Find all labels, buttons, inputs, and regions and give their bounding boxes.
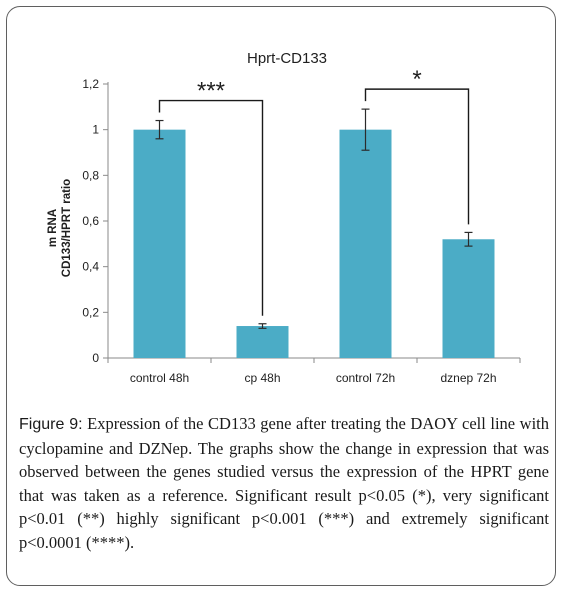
x-axis-ticks: control 48h cp 48h control 72h dznep 72h: [107, 358, 521, 385]
x-tick-label: control 48h: [130, 371, 189, 385]
significance-label: *: [412, 66, 421, 93]
y-tick-label: 0,8: [82, 168, 99, 182]
significance-bracket: [364, 88, 470, 225]
bar-chart: Hprt-CD133 m RNA CD133/HPRT ratio 0 0,2 0,…: [47, 50, 521, 385]
y-axis-label: m RNA CD133/HPRT ratio: [47, 179, 73, 277]
bar: [442, 239, 495, 358]
figure-caption: Figure 9: Expression of the CD133 gene a…: [19, 412, 549, 554]
figure-label: Figure 9:: [19, 416, 83, 433]
y-tick-label: 0: [92, 351, 99, 365]
error-bars-group: [155, 108, 473, 329]
y-tick-label: 0,6: [82, 214, 99, 228]
y-tick-label: 1,2: [82, 77, 99, 91]
chart-title: Hprt-CD133: [247, 50, 327, 67]
significance-brackets: *** *: [158, 66, 470, 316]
bar: [133, 129, 186, 358]
x-tick-label: control 72h: [336, 371, 395, 385]
y-axis-label-line2: CD133/HPRT ratio: [61, 179, 73, 277]
y-tick-label: 0,4: [82, 260, 99, 274]
y-tick-label: 0,2: [82, 305, 99, 319]
x-tick-label: dznep 72h: [440, 371, 496, 385]
bar: [236, 326, 289, 358]
bars-group: [133, 129, 495, 358]
y-tick-label: 1: [92, 123, 99, 137]
x-tick-label: cp 48h: [244, 371, 280, 385]
significance-bracket: [158, 99, 264, 316]
bar: [339, 129, 392, 358]
significance-label: ***: [197, 78, 225, 105]
y-axis-label-line1: m RNA: [47, 209, 59, 247]
figure-caption-text: Expression of the CD133 gene after treat…: [19, 414, 550, 552]
